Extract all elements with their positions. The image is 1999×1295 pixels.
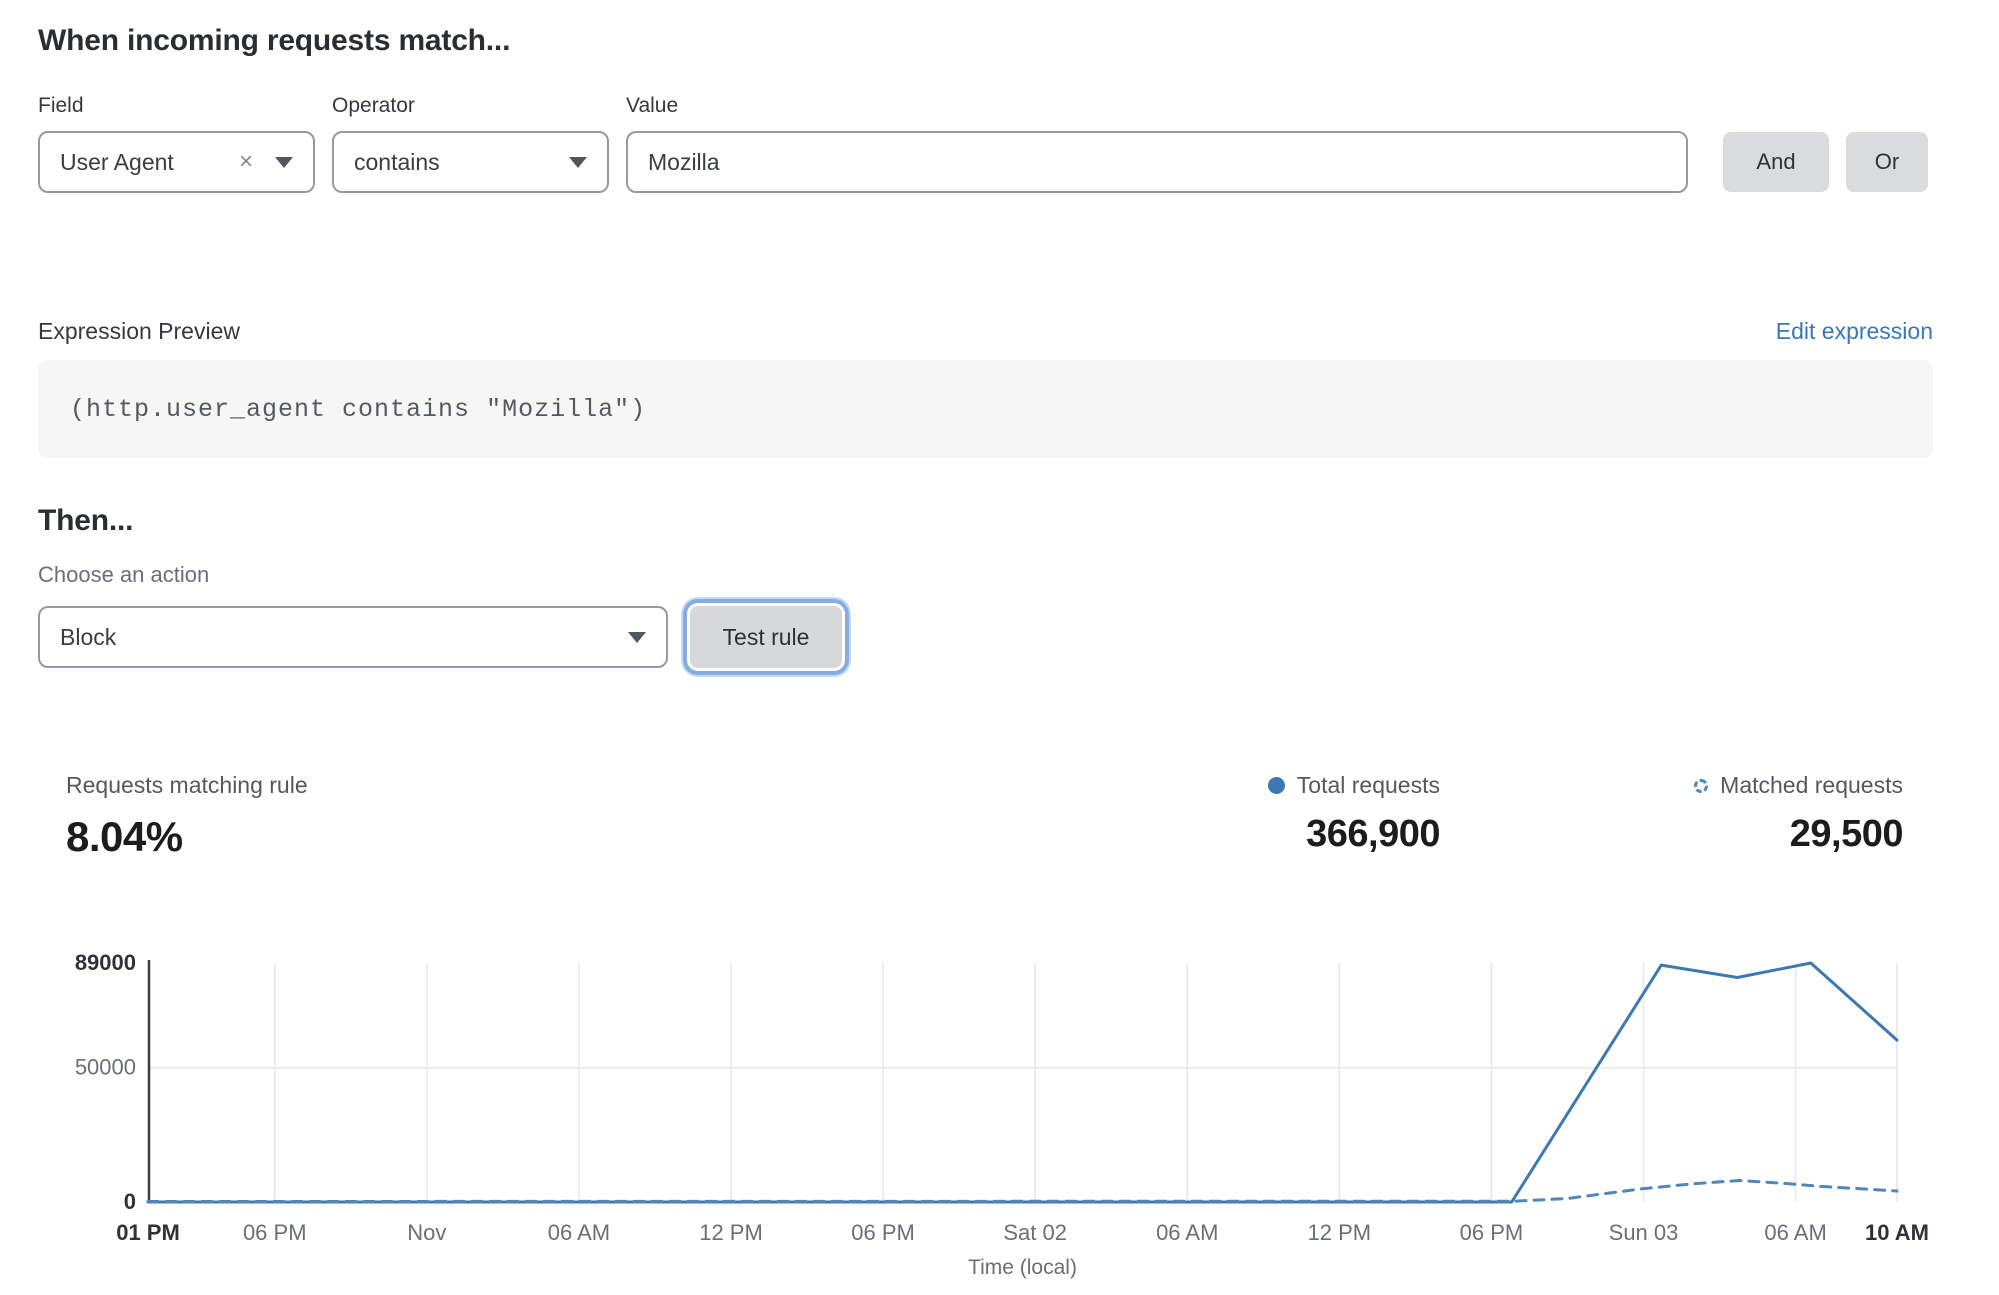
edit-expression-link[interactable]: Edit expression [1775,318,1933,344]
total-requests-legend-dot-icon [1267,777,1285,794]
requests-matching-stat: Requests matching rule 8.04% [66,772,308,861]
matched-requests-stat: Matched requests 29,500 [1694,772,1904,856]
operator-select-value: contains [354,148,440,175]
expression-code: (http.user_agent contains "Mozilla") [70,394,647,424]
choose-action-label: Choose an action [38,562,210,587]
value-input[interactable] [626,131,1688,193]
expression-code-block: (http.user_agent contains "Mozilla") [38,360,1933,458]
value-label: Value [626,94,679,117]
y-tick-label: 50000 [75,1055,136,1080]
action-select-value: Block [60,623,117,650]
x-tick-label: 06 AM [548,1220,610,1245]
then-heading: Then... [38,504,134,537]
page-title: When incoming requests match... [38,24,511,57]
x-tick-label: 10 AM [1865,1220,1929,1245]
or-button[interactable]: Or [1846,132,1928,192]
x-tick-label: 12 PM [1308,1220,1372,1245]
requests-line-chart: 0 50000 89000 01 PM 06 PM Nov 06 AM 12 PM 06 PM S… [75,950,1929,1279]
operator-select[interactable]: contains [332,131,609,193]
x-tick-label: Sun 03 [1609,1220,1679,1245]
x-tick-label: Nov [407,1220,446,1245]
total-requests-stat: Total requests 366,900 [1267,772,1440,856]
operator-label: Operator [332,94,415,117]
x-tick-label: 06 PM [243,1220,307,1245]
matched-requests-value: 29,500 [1789,813,1904,855]
matched-requests-label: Matched requests [1720,772,1903,798]
field-select-value: User Agent [60,148,174,175]
total-requests-label: Total requests [1296,772,1440,798]
clear-field-icon[interactable]: × [238,148,253,175]
chevron-down-icon[interactable] [275,156,293,168]
action-select[interactable]: Block [38,606,668,668]
y-tick-label: 89000 [75,950,136,975]
y-tick-label: 0 [124,1189,136,1214]
field-label: Field [38,94,84,117]
chevron-down-icon[interactable] [628,631,646,643]
expression-preview-label: Expression Preview [38,318,240,344]
field-select[interactable]: User Agent × [38,131,315,193]
total-requests-value: 366,900 [1306,813,1440,855]
requests-matching-label: Requests matching rule [66,772,308,798]
x-tick-label: 06 AM [1764,1220,1826,1245]
chevron-down-icon[interactable] [569,156,587,168]
x-tick-label: 01 PM [116,1220,180,1245]
x-tick-label: 12 PM [699,1220,763,1245]
requests-matching-value: 8.04% [66,813,183,860]
test-rule-button[interactable]: Test rule [690,606,842,668]
x-tick-label: 06 AM [1156,1220,1218,1245]
matched-requests-legend-ring-icon [1694,778,1709,793]
x-tick-label: Sat 02 [1003,1220,1067,1245]
series-line-dashed [146,1179,1899,1203]
series-line-solid [146,961,1899,1204]
x-tick-label: 06 PM [1460,1220,1524,1245]
and-button[interactable]: And [1723,132,1829,192]
x-tick-label: 06 PM [851,1220,915,1245]
x-axis-title: Time (local) [968,1256,1077,1279]
